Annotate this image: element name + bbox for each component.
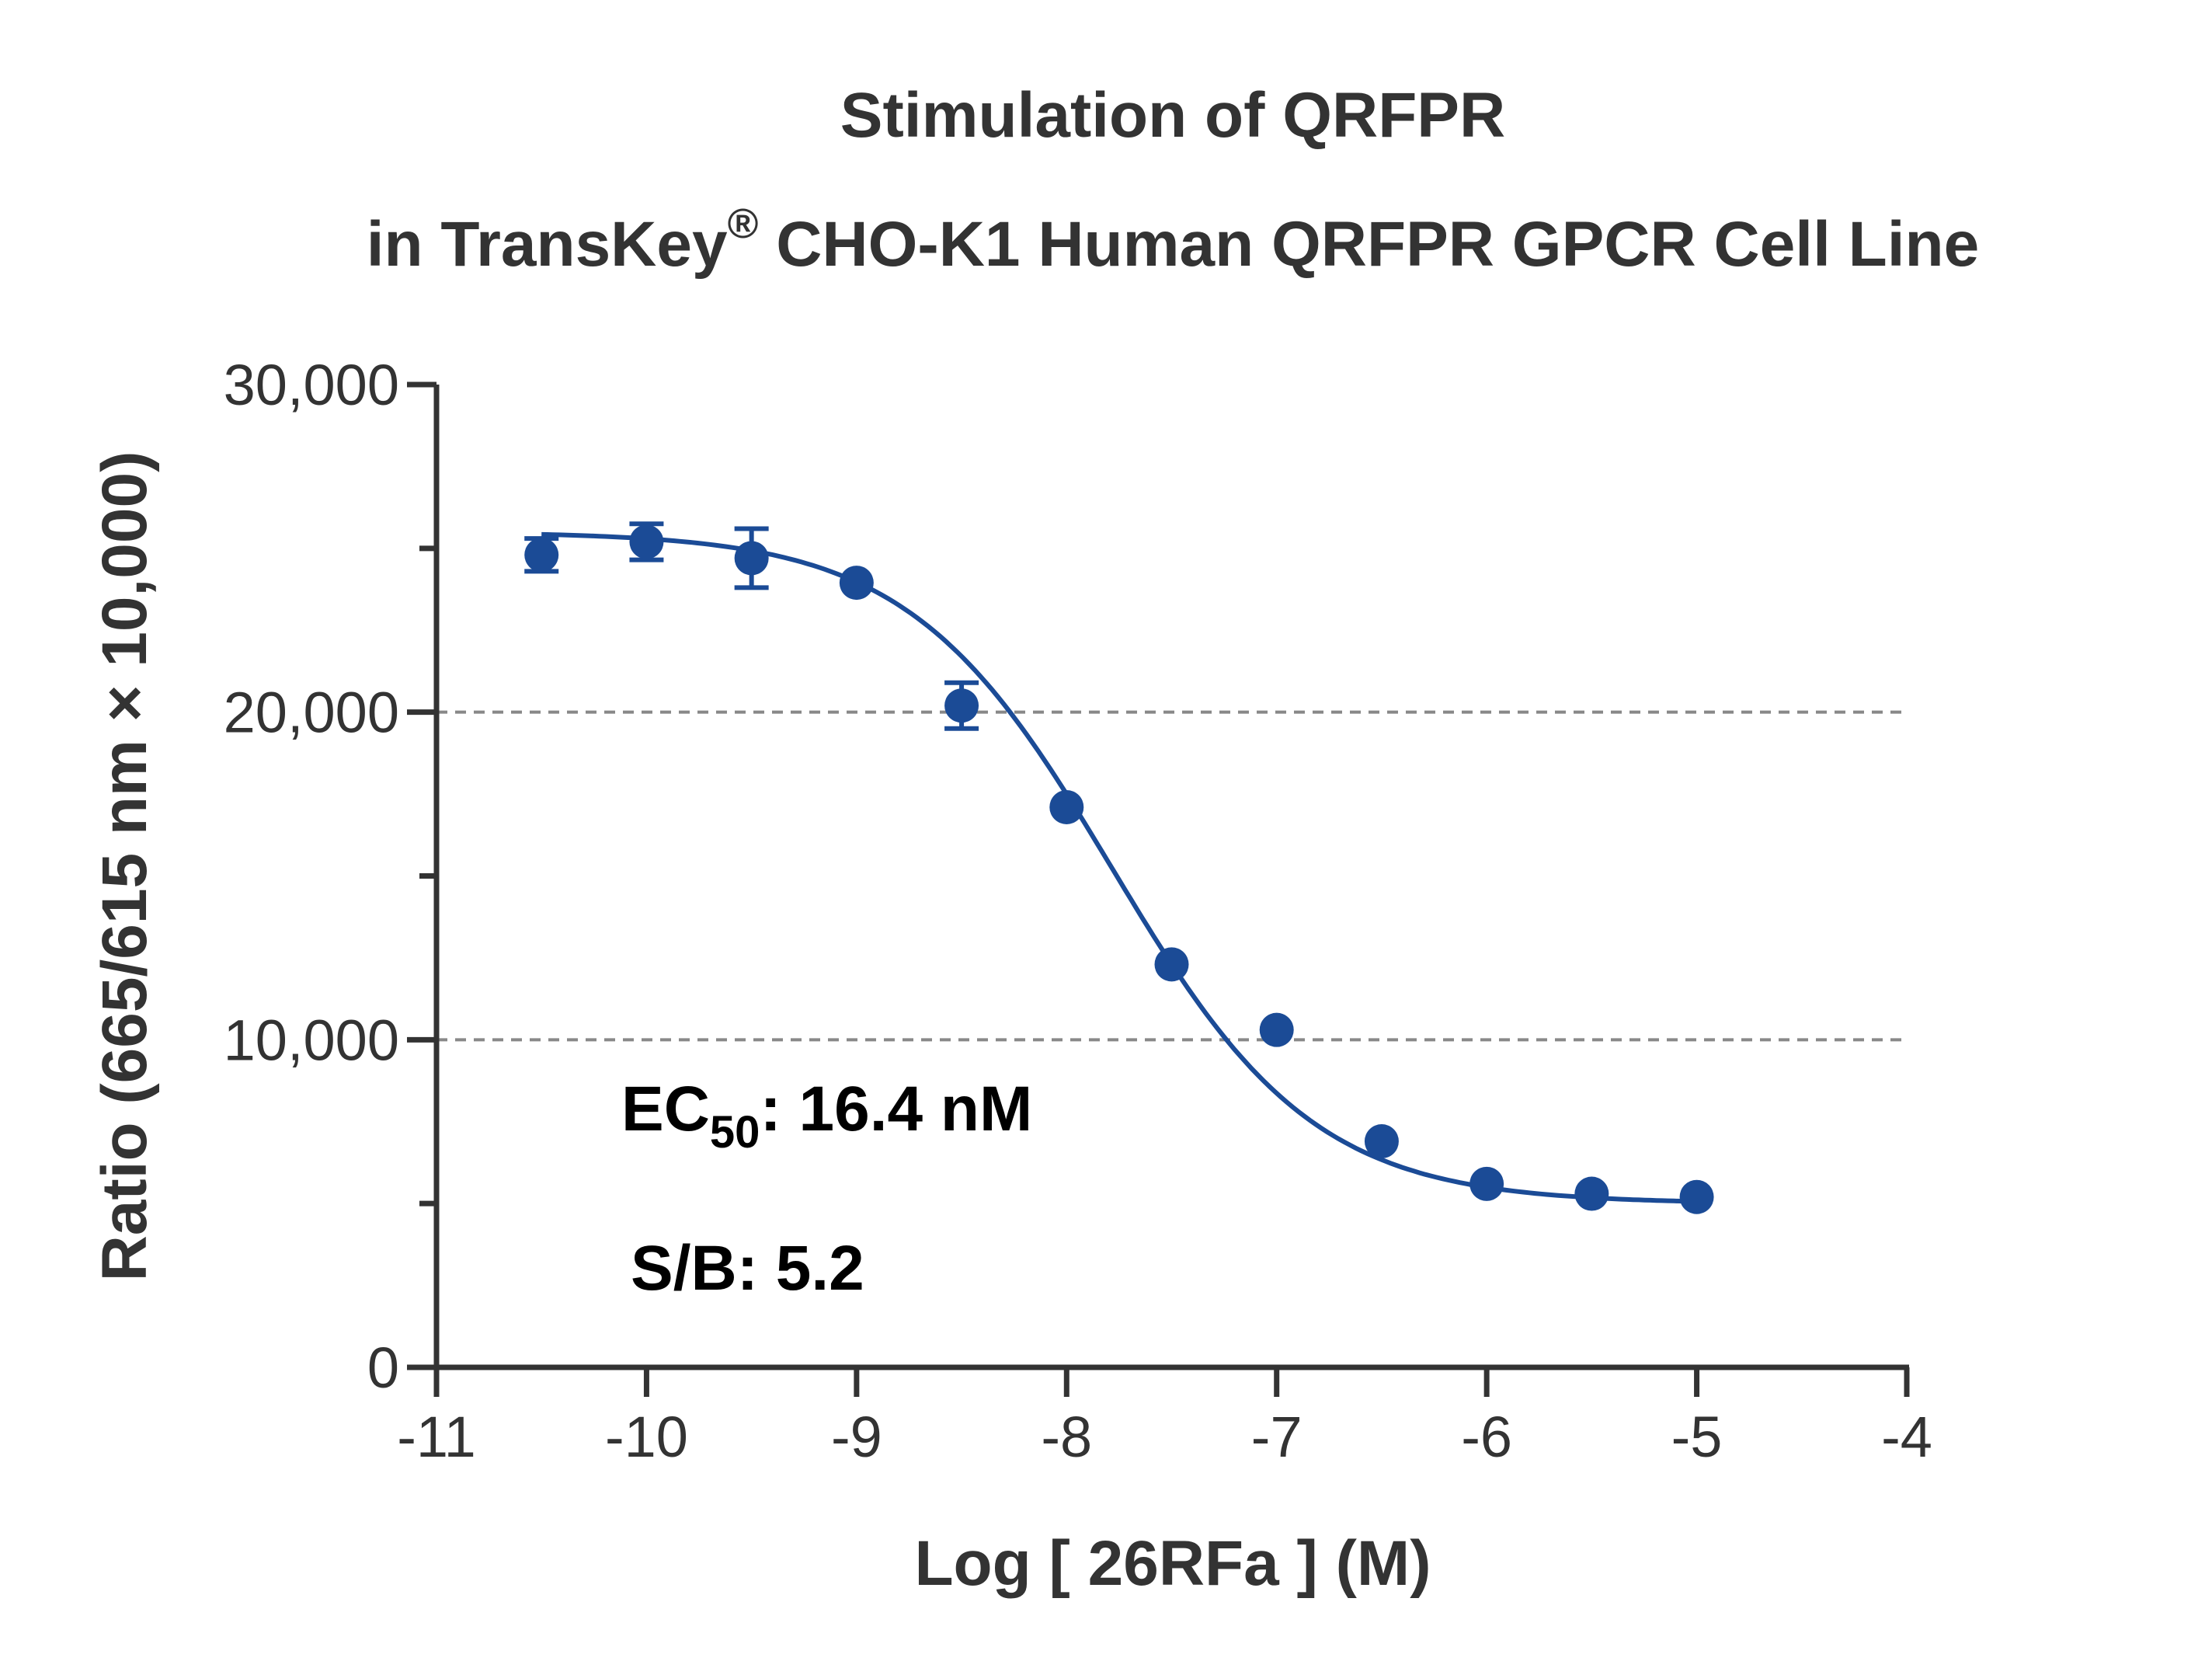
ec50-subscript: 50 <box>710 1107 760 1158</box>
data-point-11 <box>1679 1179 1714 1214</box>
x-tick-label-4: -7 <box>1251 1405 1303 1469</box>
data-point-4 <box>944 680 979 731</box>
marker-2 <box>734 541 769 576</box>
marker-0 <box>524 538 559 573</box>
ec50-annotation: EC50: 16.4 nM <box>621 1074 1032 1158</box>
data-point-6 <box>1154 947 1189 982</box>
x-tick-label-3: -8 <box>1041 1405 1092 1469</box>
title-line2-post: CHO-K1 Human QRFPR GPCR Cell Line <box>758 209 1979 280</box>
data-points <box>524 521 1714 1214</box>
marker-9 <box>1469 1166 1504 1201</box>
marker-11 <box>1679 1179 1714 1214</box>
marker-10 <box>1574 1176 1609 1211</box>
marker-7 <box>1259 1012 1294 1047</box>
title-registered-mark: ® <box>728 200 759 247</box>
x-tick-label-5: -6 <box>1461 1405 1512 1469</box>
x-tick-label-0: -11 <box>397 1405 475 1469</box>
y-tick-label-3: 30,000 <box>224 353 399 417</box>
data-point-10 <box>1574 1176 1609 1211</box>
data-point-8 <box>1364 1124 1399 1159</box>
data-point-5 <box>1049 789 1084 824</box>
x-tick-label-2: -9 <box>831 1405 882 1469</box>
marker-8 <box>1364 1124 1399 1159</box>
marker-1 <box>629 524 664 559</box>
title-line2-pre: in TransKey <box>367 209 728 280</box>
data-point-3 <box>839 566 874 601</box>
data-point-2 <box>734 526 769 590</box>
y-axis-title: Ratio (665/615 nm × 10,000) <box>89 451 160 1282</box>
ec50-label: EC <box>621 1074 710 1144</box>
x-tick-label-1: -10 <box>605 1405 688 1469</box>
x-tick-label-6: -5 <box>1671 1405 1723 1469</box>
data-point-9 <box>1469 1166 1504 1201</box>
data-point-7 <box>1259 1012 1294 1047</box>
data-point-1 <box>629 521 664 562</box>
y-tick-label-2: 20,000 <box>224 681 399 745</box>
fit-curve <box>541 531 1697 1204</box>
data-point-0 <box>524 536 559 574</box>
ec50-value: : 16.4 nM <box>760 1074 1032 1144</box>
marker-3 <box>839 566 874 601</box>
x-tick-label-7: -4 <box>1881 1405 1932 1469</box>
marker-4 <box>944 688 979 723</box>
gridlines <box>436 710 1907 1042</box>
marker-6 <box>1154 947 1189 982</box>
y-tick-label-0: 0 <box>367 1335 399 1400</box>
sb-annotation: S/B: 5.2 <box>631 1233 864 1304</box>
chart-title-line2: in TransKey® CHO-K1 Human QRFPR GPCR Cel… <box>367 200 1979 280</box>
axes: 0 10,000 20,000 30,000 -11 -10 -9 -8 -7 -6 -5 -4 <box>224 353 1932 1469</box>
chart-title-line1: Stimulation of QRFPR <box>840 80 1505 151</box>
y-tick-label-1: 10,000 <box>224 1008 399 1072</box>
marker-5 <box>1049 789 1084 824</box>
x-axis-title: Log [ 26RFa ] (M) <box>914 1528 1431 1599</box>
